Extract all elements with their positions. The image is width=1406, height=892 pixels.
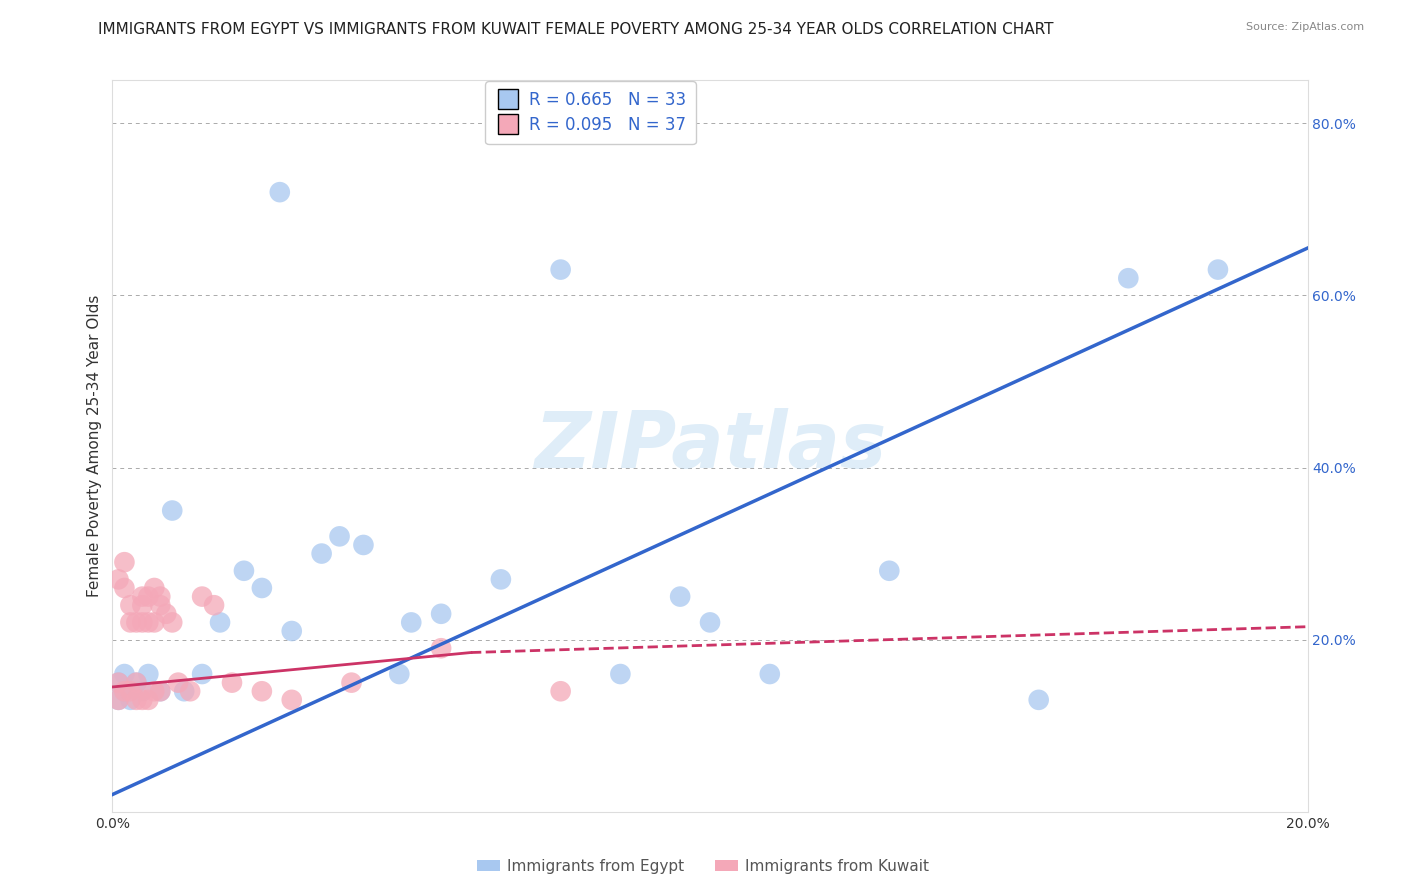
Point <box>173 684 195 698</box>
Point <box>114 684 135 698</box>
Point <box>609 667 631 681</box>
Text: Source: ZipAtlas.com: Source: ZipAtlas.com <box>1246 22 1364 32</box>
Point <box>401 615 423 630</box>
Point <box>550 262 572 277</box>
Point <box>233 564 256 578</box>
Point <box>1118 271 1140 285</box>
Point <box>107 573 129 587</box>
Point <box>191 667 214 681</box>
Point <box>125 675 148 690</box>
Point <box>125 615 148 630</box>
Point <box>329 529 352 543</box>
Point <box>107 693 129 707</box>
Point <box>131 598 153 612</box>
Point <box>162 503 183 517</box>
Point <box>138 667 160 681</box>
Point <box>125 675 148 690</box>
Point <box>179 684 201 698</box>
Point <box>550 684 572 698</box>
Point <box>155 607 177 621</box>
Point <box>114 555 135 569</box>
Point <box>120 615 142 630</box>
Point <box>120 693 142 707</box>
Point <box>167 675 190 690</box>
Point <box>353 538 375 552</box>
Point <box>131 693 153 707</box>
Point <box>1206 262 1229 277</box>
Point <box>250 581 273 595</box>
Point <box>699 615 721 630</box>
Point <box>107 675 129 690</box>
Point <box>162 615 183 630</box>
Point <box>1028 693 1050 707</box>
Point <box>311 547 333 561</box>
Point <box>388 667 411 681</box>
Legend: Immigrants from Egypt, Immigrants from Kuwait: Immigrants from Egypt, Immigrants from K… <box>471 853 935 880</box>
Y-axis label: Female Poverty Among 25-34 Year Olds: Female Poverty Among 25-34 Year Olds <box>87 295 103 597</box>
Point <box>114 684 135 698</box>
Point <box>125 693 148 707</box>
Point <box>131 684 153 698</box>
Point <box>131 615 153 630</box>
Point <box>250 684 273 698</box>
Point <box>143 684 166 698</box>
Point <box>143 581 166 595</box>
Point <box>209 615 232 630</box>
Point <box>430 641 453 656</box>
Point <box>669 590 692 604</box>
Point <box>430 607 453 621</box>
Legend: R = 0.665   N = 33, R = 0.095   N = 37: R = 0.665 N = 33, R = 0.095 N = 37 <box>485 81 696 144</box>
Point <box>191 590 214 604</box>
Point <box>114 667 135 681</box>
Point <box>120 684 142 698</box>
Point <box>489 573 512 587</box>
Point <box>269 185 291 199</box>
Point <box>149 684 172 698</box>
Point <box>149 684 172 698</box>
Point <box>221 675 243 690</box>
Text: ZIPatlas: ZIPatlas <box>534 408 886 484</box>
Point <box>138 693 160 707</box>
Point <box>107 693 129 707</box>
Point <box>149 598 172 612</box>
Point <box>120 598 142 612</box>
Point <box>340 675 363 690</box>
Point <box>138 590 160 604</box>
Point <box>143 615 166 630</box>
Point <box>131 590 153 604</box>
Point <box>138 615 160 630</box>
Point <box>281 624 304 638</box>
Point <box>202 598 225 612</box>
Point <box>281 693 304 707</box>
Point <box>879 564 901 578</box>
Point <box>107 675 129 690</box>
Point <box>149 590 172 604</box>
Point <box>759 667 782 681</box>
Point <box>114 581 135 595</box>
Text: IMMIGRANTS FROM EGYPT VS IMMIGRANTS FROM KUWAIT FEMALE POVERTY AMONG 25-34 YEAR : IMMIGRANTS FROM EGYPT VS IMMIGRANTS FROM… <box>98 22 1054 37</box>
